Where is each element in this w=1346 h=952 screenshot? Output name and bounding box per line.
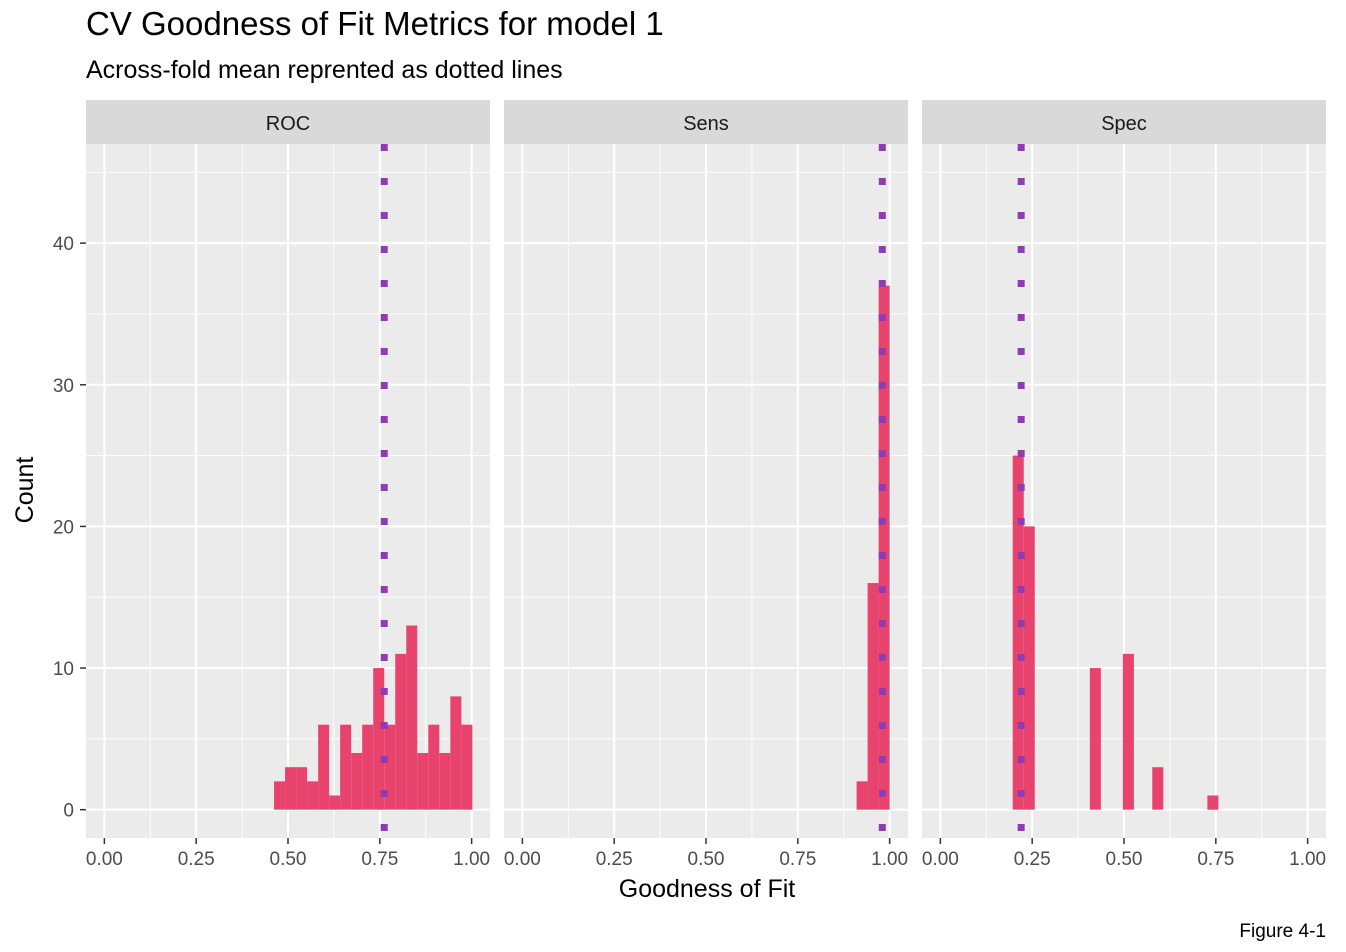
y-tick-label: 30 [53, 376, 74, 397]
histogram-bar [362, 724, 374, 810]
histogram-bar [318, 724, 330, 810]
chart-subtitle: Across-fold mean reprented as dotted lin… [86, 56, 563, 84]
facet-strip-label: Spec [1101, 113, 1147, 135]
facet-panels: ROC 0.00 0.25 0.50 0.75 1.00 0 10 20 30 40 Sens 0.00… [53, 100, 1326, 870]
facet-strip [504, 100, 908, 144]
facet-strip [86, 100, 490, 144]
y-tick-label: 20 [53, 517, 74, 538]
histogram-bar [274, 781, 286, 810]
x-tick-label: 0.00 [922, 849, 959, 870]
facet-strip-label: ROC [266, 113, 310, 135]
y-tick-label: 10 [53, 659, 74, 680]
histogram-bar [1012, 455, 1024, 810]
histogram-bar [1207, 795, 1219, 810]
x-tick-label: 0.25 [1014, 849, 1051, 870]
histogram-bar [307, 781, 319, 810]
x-tick-label: 0.50 [270, 849, 307, 870]
facet-strip-label: Sens [683, 113, 729, 135]
histogram-bar [450, 696, 462, 810]
histogram-bar [1122, 653, 1134, 810]
histogram-bar [1089, 668, 1101, 810]
figure-caption: Figure 4-1 [1239, 921, 1326, 942]
facet-strip [922, 100, 1326, 144]
x-tick-label: 0.75 [779, 849, 816, 870]
x-axis-title: Goodness of Fit [619, 875, 796, 903]
y-axis-title: Count [11, 457, 39, 524]
histogram-bar [417, 753, 429, 810]
x-tick-label: 1.00 [1289, 849, 1326, 870]
histogram-bar [1152, 767, 1164, 810]
x-tick-label: 0.00 [86, 849, 123, 870]
histogram-bar [878, 285, 890, 810]
histogram-bar [428, 724, 440, 810]
histogram-bar [461, 724, 473, 810]
histogram-bar [1023, 526, 1035, 810]
facet-panel-sens: Sens 0.00 0.25 0.50 0.75 1.00 [504, 100, 908, 870]
histogram-bar [329, 795, 341, 810]
histogram-bar [340, 724, 352, 810]
x-tick-label: 0.25 [178, 849, 215, 870]
facet-panel-spec: Spec 0.00 0.25 0.50 0.75 1.00 [922, 100, 1326, 870]
x-tick-label: 0.25 [596, 849, 633, 870]
x-tick-label: 1.00 [453, 849, 490, 870]
x-tick-label: 0.50 [688, 849, 725, 870]
histogram-bar [439, 753, 451, 810]
histogram-bar [867, 583, 879, 810]
histogram-bar [384, 724, 396, 810]
histogram-bar [373, 668, 385, 810]
x-tick-label: 0.75 [361, 849, 398, 870]
chart-title: CV Goodness of Fit Metrics for model 1 [86, 5, 664, 42]
x-tick-label: 0.00 [504, 849, 541, 870]
histogram-bar [856, 781, 868, 810]
histogram-bar [296, 767, 308, 810]
histogram-bar [285, 767, 297, 810]
histogram-bar [406, 625, 418, 810]
histogram-bar [351, 753, 363, 810]
y-tick-label: 40 [53, 234, 74, 255]
x-tick-label: 0.50 [1106, 849, 1143, 870]
x-tick-label: 1.00 [871, 849, 908, 870]
facet-panel-roc: ROC 0.00 0.25 0.50 0.75 1.00 0 10 20 30 40 [53, 100, 490, 870]
y-tick-label: 0 [63, 801, 74, 822]
histogram-bar [395, 653, 407, 810]
x-tick-label: 0.75 [1197, 849, 1234, 870]
